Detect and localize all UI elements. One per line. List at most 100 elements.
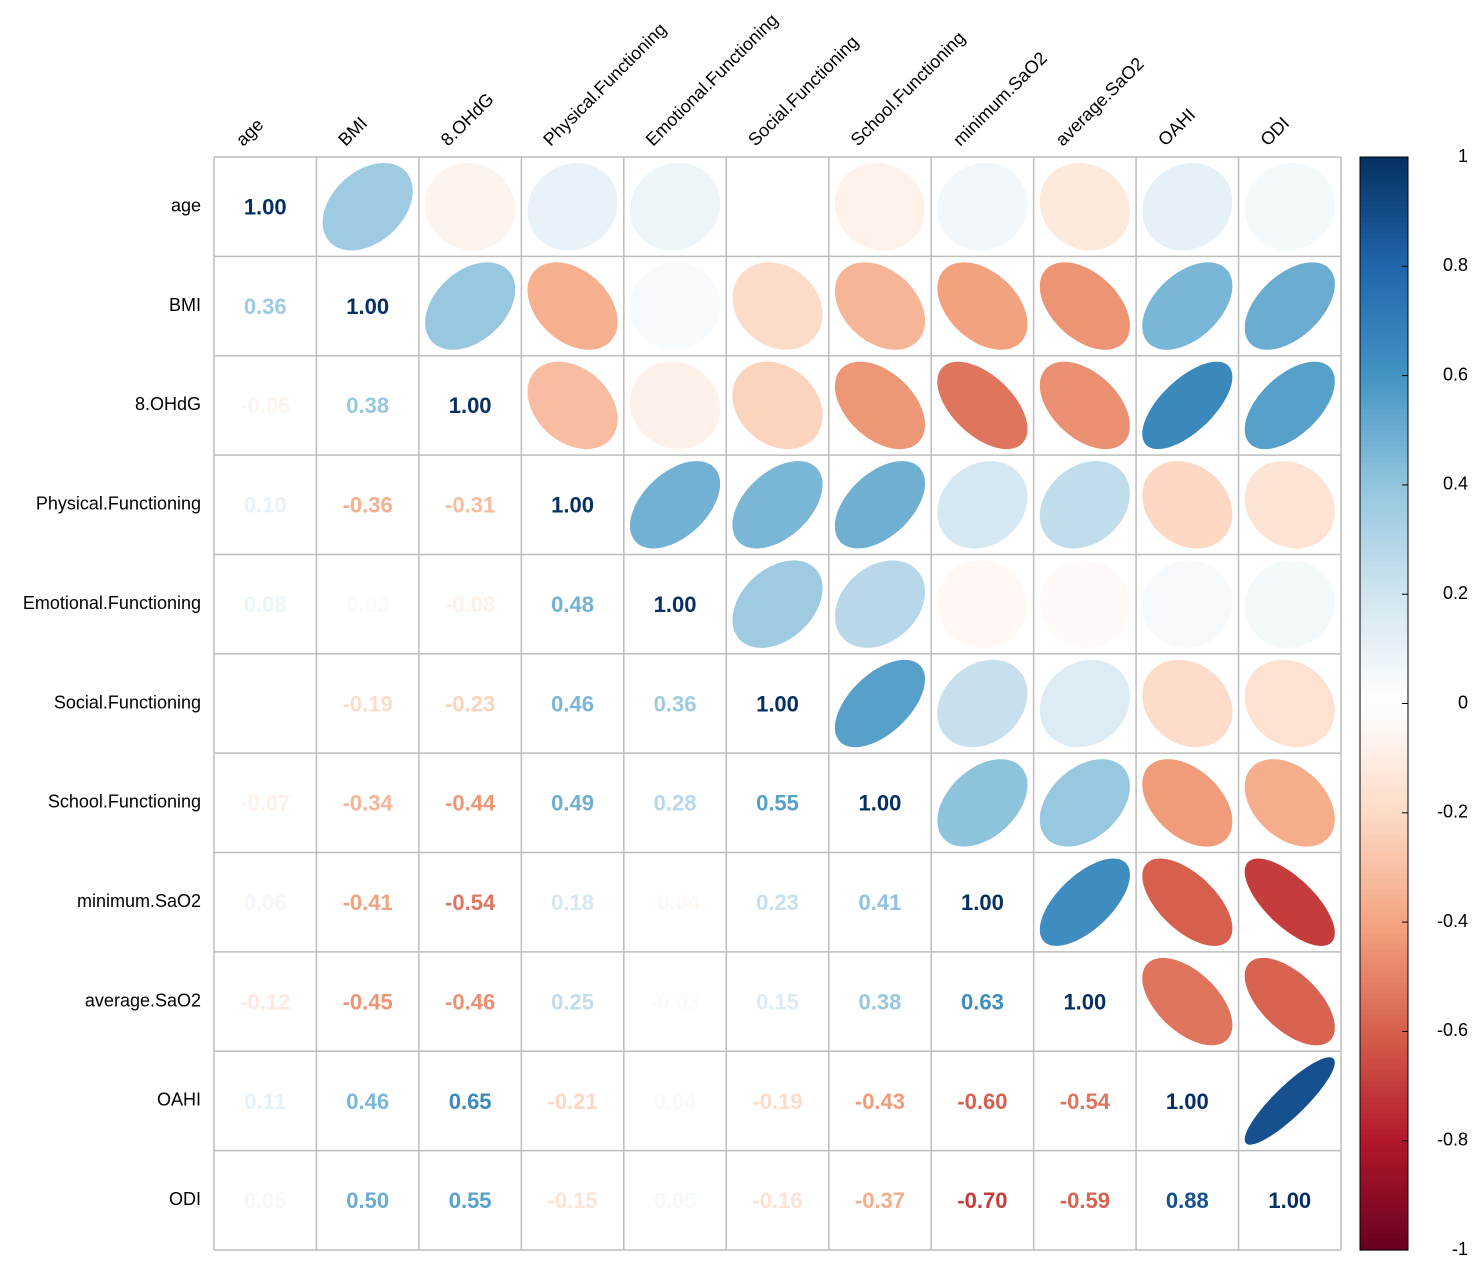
colorbar-segment: [1360, 872, 1408, 879]
colorbar-segment: [1360, 195, 1408, 202]
colorbar-segment: [1360, 271, 1408, 278]
value-label: -0.37: [855, 1188, 905, 1213]
value-label: 0.18: [551, 890, 594, 915]
ellipse-mark: [1244, 262, 1335, 350]
value-label: 0.50: [346, 1188, 389, 1213]
ellipse-mark: [834, 461, 925, 549]
colorbar-segment: [1360, 927, 1408, 934]
value-label: 0.03: [346, 592, 389, 617]
colorbar-segment: [1360, 512, 1408, 519]
ellipse-mark: [1244, 957, 1335, 1046]
colorbar-segment: [1360, 255, 1408, 262]
value-label: 0.04: [654, 1089, 698, 1114]
row-label: Social.Functioning: [54, 692, 201, 712]
colorbar-segment: [1360, 457, 1408, 464]
ellipse-mark: [425, 163, 516, 251]
row-label: ODI: [169, 1189, 201, 1209]
ellipse-mark: [1142, 659, 1233, 748]
colorbar-segment: [1360, 495, 1408, 502]
colorbar-segment: [1360, 971, 1408, 978]
ellipse-mark: [1244, 1057, 1335, 1145]
column-label: BMI: [334, 113, 371, 150]
colorbar-segment: [1360, 1233, 1408, 1240]
value-label: -0.08: [445, 592, 495, 617]
colorbar-segment: [1360, 681, 1408, 688]
row-label: minimum.SaO2: [77, 891, 201, 911]
value-label: -0.03: [650, 989, 700, 1014]
value-label: -0.34: [343, 791, 394, 816]
ellipse-mark: [937, 461, 1028, 549]
ellipse-mark: [1039, 461, 1130, 549]
value-label: 1.00: [859, 791, 902, 816]
colorbar-segment: [1360, 982, 1408, 989]
colorbar-tick-label: -0.4: [1437, 911, 1468, 931]
colorbar-segment: [1360, 905, 1408, 912]
ellipse-mark: [1039, 361, 1130, 450]
ellipse-mark: [937, 759, 1028, 847]
colorbar-segment: [1360, 1031, 1408, 1038]
colorbar-segment: [1360, 277, 1408, 284]
colorbar-segment: [1360, 1102, 1408, 1109]
value-label: 0.11: [244, 1089, 286, 1114]
row-label: School.Functioning: [48, 792, 201, 812]
colorbar-segment: [1360, 282, 1408, 289]
ellipse-mark: [732, 560, 823, 648]
colorbar-segment: [1360, 1086, 1408, 1093]
colorbar-segment: [1360, 1206, 1408, 1213]
value-label: 1.00: [756, 691, 799, 716]
colorbar-segment: [1360, 703, 1408, 710]
colorbar-segment: [1360, 670, 1408, 677]
colorbar-segment: [1360, 943, 1408, 951]
row-label: Emotional.Functioning: [23, 593, 201, 613]
ellipse-mark: [527, 361, 618, 450]
colorbar-segment: [1360, 222, 1408, 229]
value-label: -0.16: [752, 1188, 802, 1213]
value-label: -0.59: [1060, 1188, 1110, 1213]
colorbar-segment: [1360, 1178, 1408, 1186]
colorbar-segment: [1360, 539, 1408, 546]
colorbar-tick-label: 0.4: [1443, 474, 1468, 494]
value-label: 0.23: [756, 890, 799, 915]
colorbar-segment: [1360, 435, 1408, 442]
colorbar-segment: [1360, 501, 1408, 508]
colorbar-segment: [1360, 878, 1408, 885]
colorbar-segment: [1360, 206, 1408, 213]
colorbar-segment: [1360, 659, 1408, 666]
colorbar-segment: [1360, 741, 1408, 748]
colorbar-segment: [1360, 545, 1408, 552]
value-label: 0.55: [449, 1188, 492, 1213]
colorbar-segment: [1360, 867, 1408, 874]
colorbar-segment: [1360, 1064, 1408, 1071]
colorbar-segment: [1360, 648, 1408, 655]
colorbar-segment: [1360, 370, 1408, 377]
colorbar-segment: [1360, 714, 1408, 721]
value-label: 1.00: [551, 493, 594, 518]
ellipse-mark: [834, 659, 925, 748]
colorbar-tick-label: 0: [1458, 692, 1468, 712]
colorbar-segment: [1360, 184, 1408, 191]
colorbar-segment: [1360, 162, 1408, 169]
colorbar-segment: [1360, 719, 1408, 726]
colorbar-segment: [1360, 1189, 1408, 1196]
colorbar-segment: [1360, 987, 1408, 994]
colorbar-segment: [1360, 938, 1408, 945]
colorbar-segment: [1360, 856, 1408, 863]
value-label: 1.00: [1166, 1089, 1209, 1114]
colorbar-segment: [1360, 534, 1408, 541]
value-label: 0.08: [244, 592, 287, 617]
colorbar-segment: [1360, 610, 1408, 617]
ellipse-mark: [732, 262, 823, 350]
colorbar-segment: [1360, 572, 1408, 579]
ellipse-mark: [937, 560, 1028, 648]
colorbar-segment: [1360, 523, 1408, 530]
colorbar-segment: [1360, 1151, 1408, 1158]
colorbar-segment: [1360, 386, 1408, 393]
value-label: 0.06: [244, 890, 287, 915]
value-label: -0.04: [650, 890, 701, 915]
colorbar-segment: [1360, 1009, 1408, 1016]
colorbar-segment: [1360, 173, 1408, 180]
ellipse-mark: [1142, 163, 1233, 251]
colorbar-segment: [1360, 1140, 1408, 1147]
ellipse-mark: [834, 361, 925, 450]
colorbar-segment: [1360, 785, 1408, 792]
